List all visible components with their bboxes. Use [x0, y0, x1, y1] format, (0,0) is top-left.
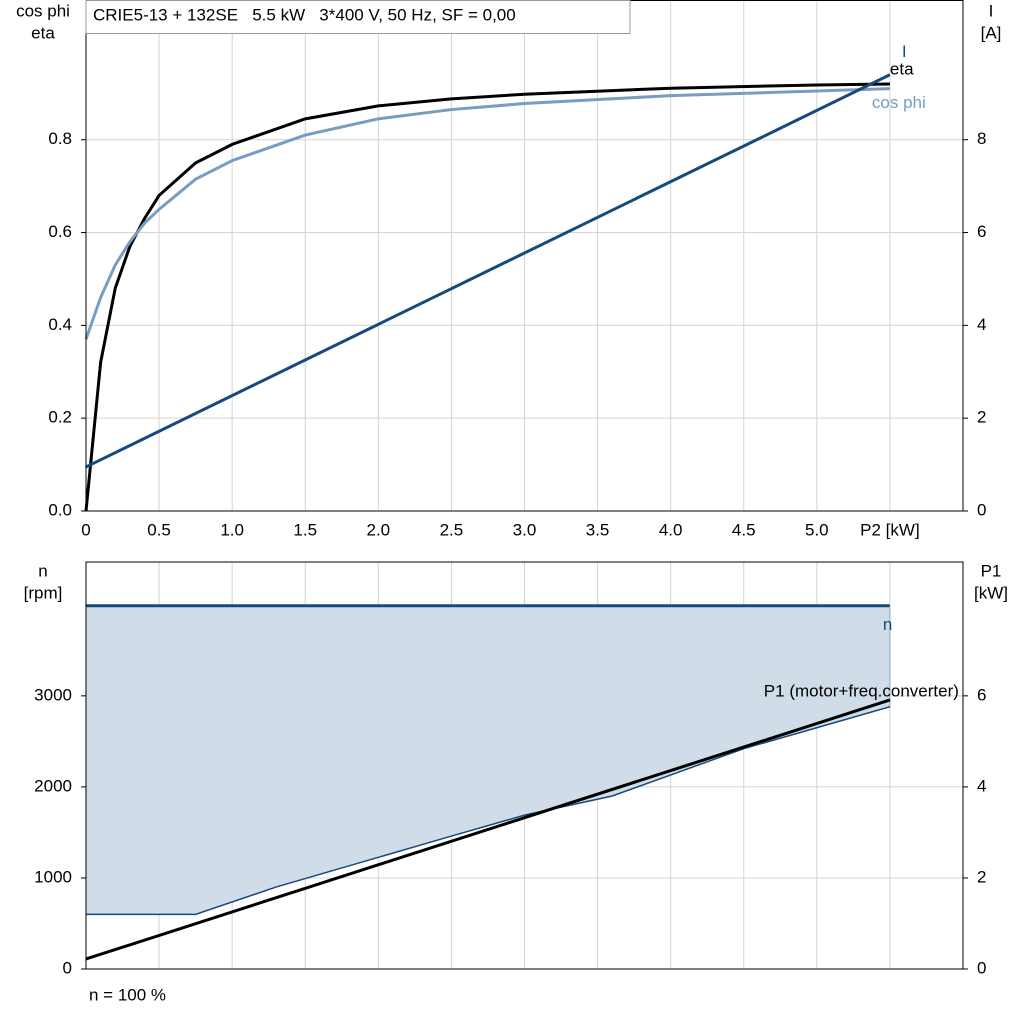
series-label: n: [883, 615, 892, 634]
series-line: [85, 698, 891, 961]
y-tick-label: 0.6: [48, 222, 72, 241]
y-tick-label: 0.4: [48, 315, 72, 334]
y-axis-label: cos phi: [16, 1, 70, 20]
y2-tick-label: 8: [977, 129, 986, 148]
x-tick-label: 4.0: [659, 520, 683, 539]
x-tick-label: P2 [kW]: [860, 520, 920, 539]
y2-axis-label: I: [989, 1, 994, 20]
x-tick-label: 0: [81, 520, 90, 539]
y-tick-label: 3000: [34, 685, 72, 704]
y2-tick-label: 2: [977, 408, 986, 427]
y-tick-label: 1000: [34, 867, 72, 886]
y-tick-label: 0.8: [48, 129, 72, 148]
x-tick-label: 0.5: [147, 520, 171, 539]
series-label: cos phi: [872, 93, 926, 112]
series-label: eta: [890, 60, 914, 79]
y-axis-label: [rpm]: [24, 583, 63, 602]
y-tick-label: 0.2: [48, 408, 72, 427]
plot-frame: [85, 561, 964, 970]
y2-axis-label: P1: [981, 561, 1002, 580]
annotation: n = 100 %: [89, 985, 166, 1004]
x-tick-label: 3.0: [513, 520, 537, 539]
x-tick-label: 2.5: [440, 520, 464, 539]
y2-tick-label: 6: [977, 685, 986, 704]
series-line: [84, 87, 890, 340]
title-box: [85, 0, 631, 34]
y-axis-label: n: [38, 561, 47, 580]
x-tick-label: 1.5: [293, 520, 317, 539]
y-tick-label: 2000: [34, 776, 72, 795]
series-label: P1 (motor+freq.converter): [764, 681, 959, 700]
y2-tick-label: 6: [977, 222, 986, 241]
series-line: [85, 73, 891, 469]
series-line: [84, 82, 890, 512]
y2-tick-label: 2: [977, 867, 986, 886]
y2-tick-label: 4: [977, 776, 986, 795]
x-tick-label: 2.0: [367, 520, 391, 539]
y-tick-label: 0.0: [48, 500, 72, 519]
y2-axis-label: [kW]: [974, 583, 1008, 602]
y2-axis-label: [A]: [981, 23, 1002, 42]
y2-tick-label: 0: [977, 500, 986, 519]
chart-title: CRIE5-13 + 132SE 5.5 kW 3*400 V, 50 Hz, …: [93, 5, 516, 24]
y2-tick-label: 4: [977, 315, 986, 334]
y2-tick-label: 0: [977, 958, 986, 977]
x-tick-label: 4.5: [732, 520, 756, 539]
x-tick-label: 1.0: [220, 520, 244, 539]
series-line: [86, 706, 891, 916]
y-axis-label: eta: [31, 23, 55, 42]
series-label: I: [902, 42, 907, 61]
x-tick-label: 3.5: [586, 520, 610, 539]
x-tick-label: 5.0: [805, 520, 829, 539]
y-tick-label: 0: [63, 958, 72, 977]
range-area: [86, 605, 890, 915]
